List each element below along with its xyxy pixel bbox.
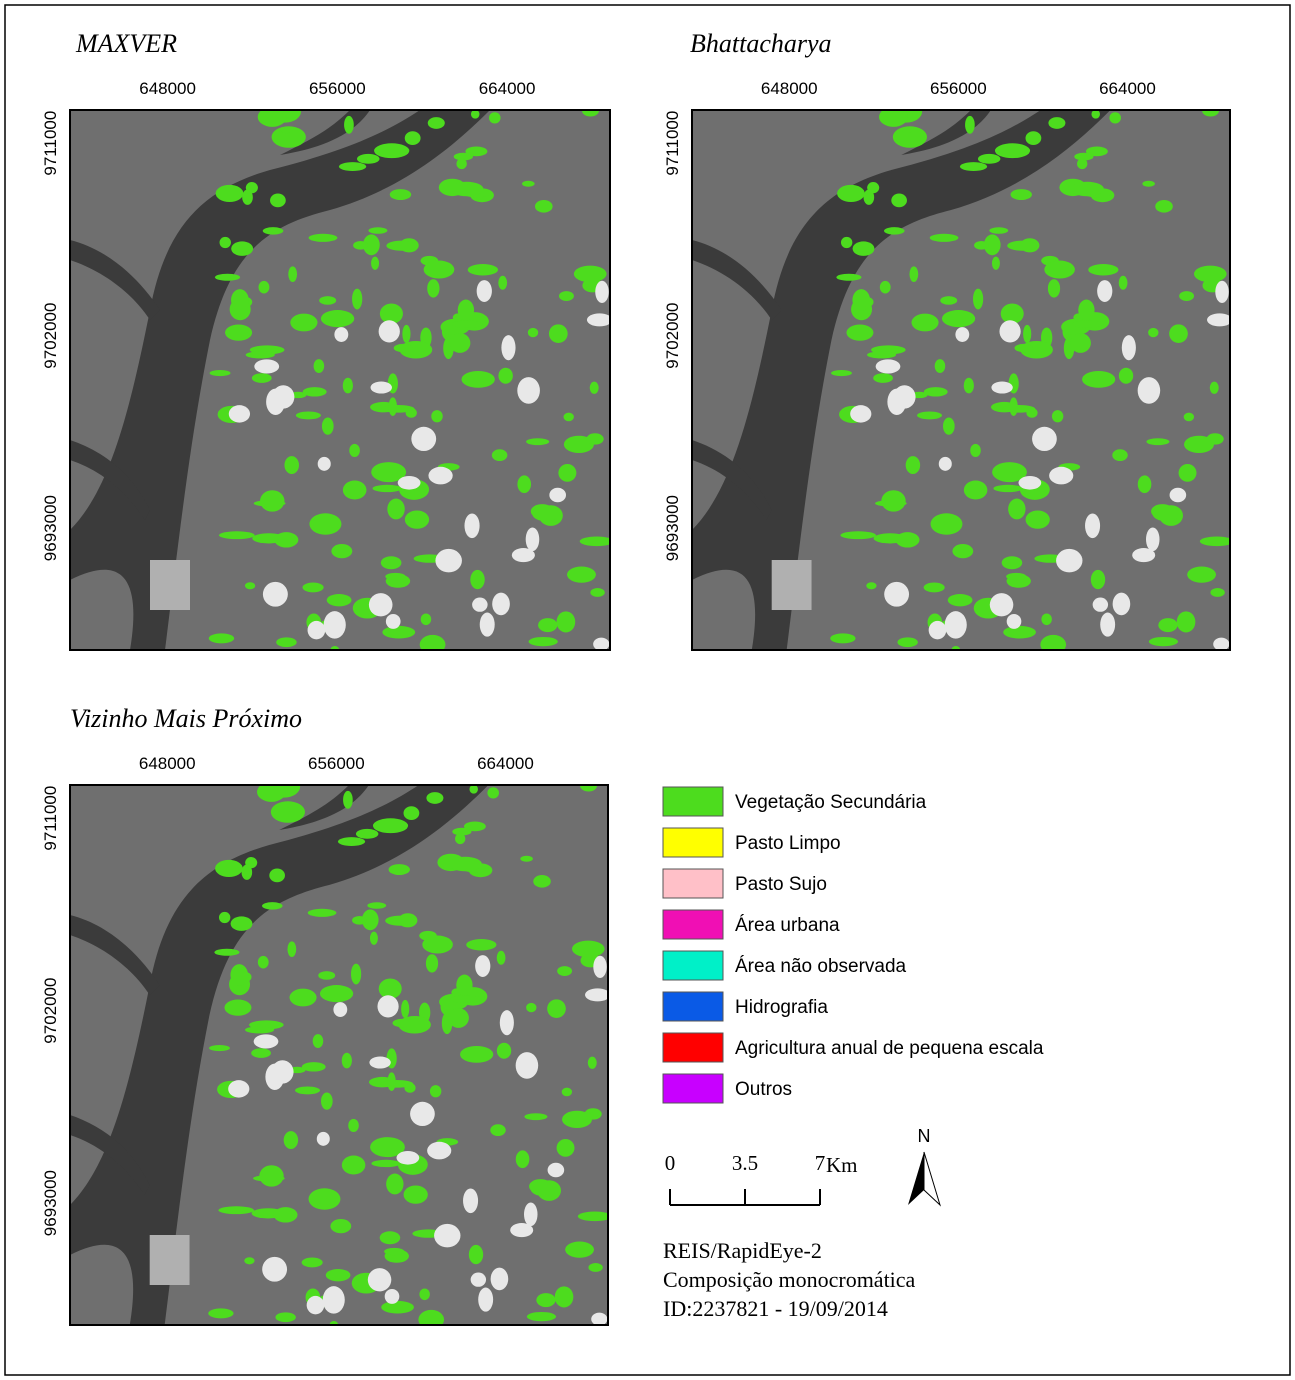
x-coordinate-label: 648000 (139, 754, 196, 773)
legend-label: Pasto Sujo (735, 874, 827, 895)
scale-label: 7 (815, 1151, 826, 1175)
x-coordinate-label: 664000 (1099, 79, 1156, 98)
panels: MAXVER 648000 656000 664000 9711000 9702000 96… (41, 29, 1234, 1329)
map-image (692, 101, 1234, 655)
legend-swatch (662, 991, 724, 1022)
x-coordinate-label: 656000 (309, 79, 366, 98)
legend: Vegetação Secundária Pasto Limpo Pasto Suj… (662, 786, 1044, 1104)
x-coordinate-label: 656000 (308, 754, 365, 773)
map-image (70, 101, 614, 655)
y-coordinate-label: 9711000 (663, 111, 682, 176)
y-coordinate-label: 9702000 (41, 978, 60, 1044)
legend-swatch (662, 950, 724, 981)
legend-label: Área urbana (735, 915, 840, 936)
y-coordinate-label: 9693000 (41, 495, 60, 561)
map-panel: Vizinho Mais Próximo 648000 656000 664000 97… (41, 704, 612, 1329)
legend-label: Vegetação Secundária (735, 792, 927, 813)
x-coordinate-label: 656000 (930, 79, 987, 98)
panel-title: Vizinho Mais Próximo (70, 704, 302, 733)
legend-swatch (662, 868, 724, 899)
x-coordinate-label: 664000 (477, 754, 534, 773)
map-frame (69, 784, 609, 1326)
source: REIS/RapidEye-2 Composição monocromática I… (663, 1238, 916, 1321)
scale-unit: Km (826, 1153, 858, 1177)
scale-label: 3.5 (732, 1151, 758, 1175)
y-coordinate-label: 9711000 (41, 786, 60, 851)
legend-swatch (662, 827, 724, 858)
y-coordinate-label: 9693000 (663, 495, 682, 561)
x-coordinate-label: 664000 (479, 79, 536, 98)
x-coordinate-label: 648000 (761, 79, 818, 98)
figure-border (4, 4, 1291, 1376)
scale-label: 0 (665, 1151, 676, 1175)
y-coordinate-label: 9702000 (41, 303, 60, 369)
source-line: ID:2237821 - 19/09/2014 (663, 1296, 888, 1321)
source-line: REIS/RapidEye-2 (663, 1238, 822, 1263)
map-panel: Bhattacharya 648000 656000 664000 9711000 970… (663, 29, 1234, 654)
x-coordinate-label: 648000 (139, 79, 196, 98)
legend-swatch (662, 1073, 724, 1104)
y-coordinate-label: 9693000 (41, 1170, 60, 1236)
map-frame (691, 109, 1231, 651)
legend-swatch (662, 786, 724, 817)
legend-swatch (662, 909, 724, 940)
north-arrow: N (908, 1126, 942, 1207)
legend-label: Outros (735, 1079, 792, 1100)
legend-label: Área não observada (735, 956, 907, 977)
y-coordinate-label: 9711000 (41, 111, 60, 176)
legend-label: Hidrografia (735, 997, 828, 1018)
panel-title: Bhattacharya (690, 29, 832, 58)
scale-bar: 0 3.5 7 Km (665, 1151, 858, 1206)
y-coordinate-label: 9702000 (663, 303, 682, 369)
map-frame (69, 109, 611, 651)
north-arrow-left (908, 1152, 924, 1205)
legend-label: Agricultura anual de pequena escala (735, 1038, 1044, 1059)
map-panel: MAXVER 648000 656000 664000 9711000 9702000 96… (41, 29, 614, 654)
legend-swatch (662, 1032, 724, 1063)
north-arrow-right (923, 1151, 942, 1207)
map-image (70, 776, 612, 1330)
panel-title: MAXVER (75, 29, 177, 58)
legend-label: Pasto Limpo (735, 833, 841, 854)
north-label: N (918, 1126, 931, 1146)
source-line: Composição monocromática (663, 1267, 916, 1292)
